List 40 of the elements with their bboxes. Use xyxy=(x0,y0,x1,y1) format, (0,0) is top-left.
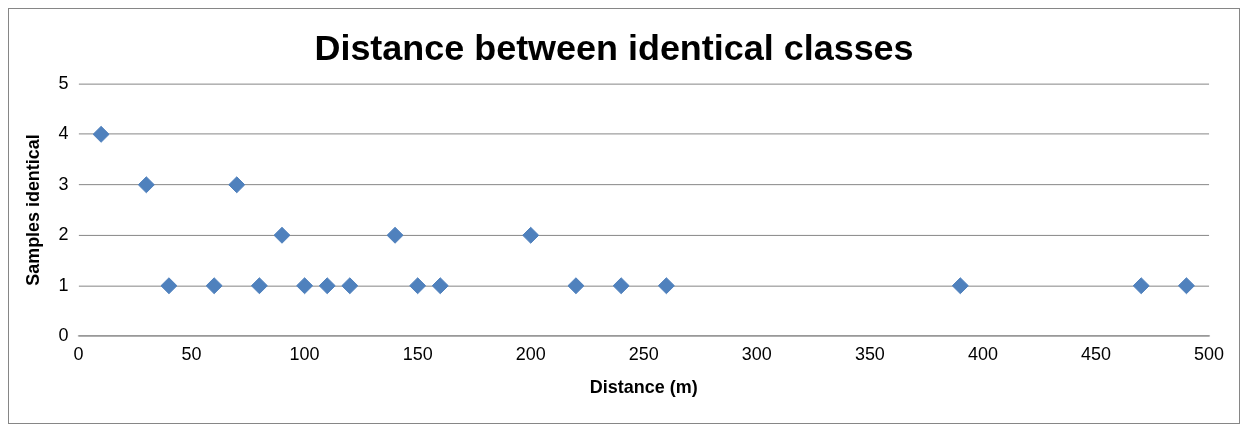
x-tick-label: 350 xyxy=(854,343,885,364)
x-tick-label: 0 xyxy=(73,343,84,364)
x-tick-label: 150 xyxy=(402,343,433,364)
point xyxy=(92,125,110,143)
point xyxy=(273,226,291,244)
y-tick-label: 4 xyxy=(58,123,69,144)
y-axis-title: Samples identical xyxy=(22,134,43,286)
x-tick-label: 500 xyxy=(1194,343,1225,364)
x-tick-label: 400 xyxy=(967,343,998,364)
point xyxy=(522,226,540,244)
point xyxy=(250,277,268,295)
y-tick-label: 3 xyxy=(58,173,69,194)
point xyxy=(1177,277,1195,295)
point xyxy=(296,277,314,295)
point xyxy=(341,277,359,295)
point xyxy=(567,277,585,295)
point xyxy=(431,277,449,295)
point xyxy=(137,176,155,194)
point xyxy=(1132,277,1150,295)
x-tick-label: 450 xyxy=(1081,343,1111,364)
x-tick-label: 300 xyxy=(741,343,772,364)
point xyxy=(409,277,427,295)
x-tick-label: 100 xyxy=(289,343,320,364)
y-tick-label: 5 xyxy=(58,72,69,93)
point xyxy=(205,277,223,295)
point xyxy=(318,277,336,295)
y-tick-label: 1 xyxy=(58,274,69,295)
chart-title: Distance between identical classes xyxy=(314,28,914,69)
x-tick-label: 200 xyxy=(515,343,546,364)
point xyxy=(612,277,630,295)
point xyxy=(160,277,178,295)
x-axis-title: Distance (m) xyxy=(589,377,698,398)
y-tick-label: 0 xyxy=(58,325,69,346)
point xyxy=(951,277,969,295)
x-tick-label: 250 xyxy=(628,343,659,364)
y-tick-label: 2 xyxy=(58,224,69,245)
x-tick-label: 50 xyxy=(181,343,202,364)
point xyxy=(657,277,675,295)
point xyxy=(386,226,404,244)
point xyxy=(228,176,246,194)
